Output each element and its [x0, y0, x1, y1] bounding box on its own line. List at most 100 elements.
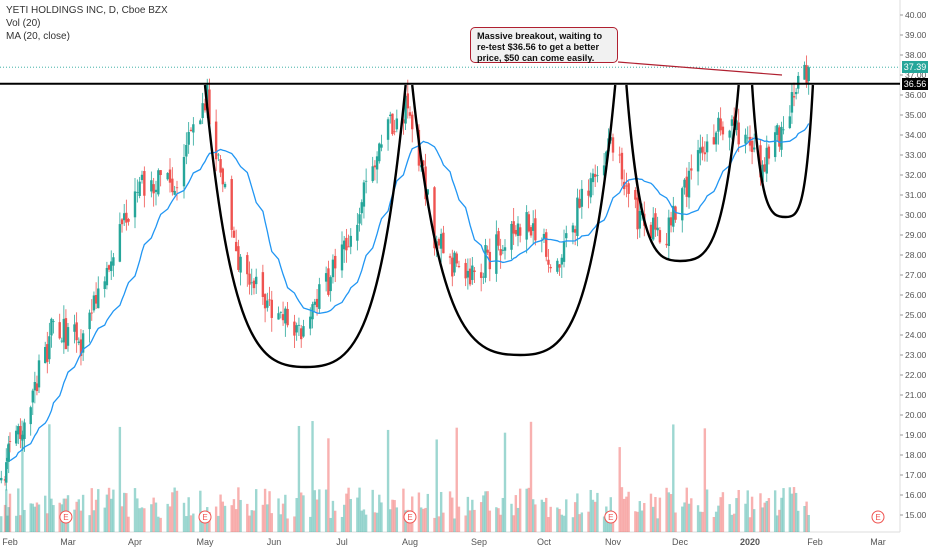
y-tick-label: 32.00	[905, 170, 927, 180]
volume-bar	[589, 489, 592, 532]
volume-bar	[112, 489, 115, 532]
x-tick-label: Jun	[267, 537, 282, 547]
y-tick-label: 21.00	[905, 390, 927, 400]
candle-body	[340, 244, 344, 271]
volume-bar	[364, 514, 368, 532]
volume-bar	[166, 503, 169, 532]
volume-bar	[393, 500, 396, 532]
volume-bar	[627, 491, 630, 532]
volume-bar	[699, 511, 702, 532]
candle-body	[386, 119, 390, 140]
candle-body	[636, 197, 639, 230]
candle-body	[118, 224, 122, 262]
volume-bar	[531, 499, 535, 532]
volume-bar	[417, 492, 421, 532]
volume-bar	[527, 487, 531, 532]
volume-bar	[690, 498, 693, 532]
candle-body	[199, 120, 202, 125]
volume-bar	[230, 505, 233, 532]
volume-bar	[442, 512, 445, 532]
volume-bar	[419, 507, 423, 532]
candle-body	[171, 178, 174, 193]
y-tick-label: 38.00	[905, 50, 927, 60]
volume-bar	[182, 502, 186, 532]
volume-bar	[33, 506, 37, 532]
volume-bar	[433, 517, 436, 532]
candle-body	[254, 276, 258, 285]
candle-body	[187, 131, 190, 145]
y-tick-label: 25.00	[905, 310, 927, 320]
y-tick-label: 31.00	[905, 190, 927, 200]
volume-bar	[331, 500, 335, 532]
candle-body	[206, 84, 209, 106]
y-tick-label: 33.00	[905, 150, 927, 160]
y-tick-label: 26.00	[905, 290, 927, 300]
y-tick-label: 36.00	[905, 90, 927, 100]
candle-body	[185, 144, 188, 157]
candle-body	[437, 238, 441, 246]
volume-bar	[797, 510, 800, 532]
volume-bar	[77, 499, 81, 532]
candle-body	[21, 434, 24, 441]
volume-bar	[767, 498, 771, 532]
volume-bar	[293, 516, 296, 532]
candle-body	[442, 232, 445, 254]
volume-bar	[221, 501, 225, 532]
candle-body	[542, 233, 546, 240]
candle-body	[625, 185, 628, 187]
volume-bar	[187, 497, 190, 532]
volume-bar	[199, 490, 202, 532]
volume-bar	[448, 491, 452, 532]
y-tick-label: 40.00	[905, 10, 927, 20]
candle-body	[284, 308, 287, 324]
candle-body	[448, 256, 452, 258]
volume-bar	[5, 489, 8, 532]
volume-bar	[103, 507, 106, 532]
candle-body	[334, 255, 337, 269]
candle-body	[356, 224, 359, 241]
candle-body	[103, 281, 106, 290]
candle-body	[331, 259, 335, 278]
x-tick-label: Feb	[807, 537, 823, 547]
candle-body	[696, 150, 700, 172]
candle-body	[518, 227, 522, 236]
volume-bar	[168, 506, 172, 532]
volume-bar	[378, 494, 381, 532]
candle-body	[252, 280, 256, 289]
candle-body	[261, 272, 265, 297]
candle-body	[683, 179, 686, 188]
candle-body	[545, 232, 548, 257]
candle-body	[580, 188, 584, 207]
volume-bar	[125, 493, 128, 532]
volume-bar	[31, 503, 34, 532]
annotation-callout[interactable]: Massive breakout, waiting to re-test $36…	[470, 27, 618, 63]
volume-bar	[618, 447, 621, 532]
volume-bar	[239, 499, 242, 532]
candle-body	[268, 299, 271, 301]
volume-bar	[340, 516, 344, 532]
volume-bar	[451, 497, 454, 532]
volume-bar	[248, 515, 251, 532]
volume-bar	[643, 502, 646, 532]
candle-body	[221, 168, 225, 185]
volume-bar	[549, 506, 552, 532]
volume-bar	[744, 503, 747, 532]
candle-body	[112, 257, 115, 266]
volume-bar	[300, 492, 303, 532]
candle-body	[665, 243, 668, 246]
volume-bar	[371, 489, 374, 532]
candle-body	[15, 430, 18, 444]
volume-bar	[140, 507, 144, 532]
candle-body	[150, 180, 153, 192]
volume-bar	[232, 499, 236, 532]
candle-body	[136, 191, 139, 193]
candle-body	[297, 324, 301, 326]
volume-bar	[426, 493, 430, 532]
volume-bar	[735, 498, 738, 532]
candle-body	[203, 103, 207, 111]
volume-bar	[189, 515, 193, 532]
volume-bar	[254, 489, 258, 532]
candle-body	[300, 328, 303, 340]
x-tick-label: Sep	[471, 537, 487, 547]
